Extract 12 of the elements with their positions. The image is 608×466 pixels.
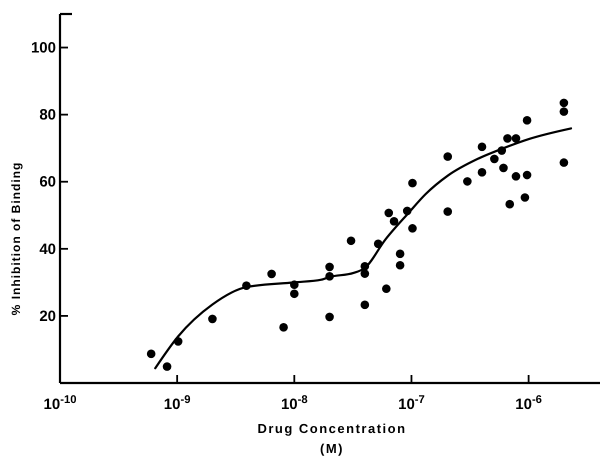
x-axis-title: Drug Concentration (M) xyxy=(257,421,407,456)
y-tick-label: 20 xyxy=(39,308,56,325)
x-tick-label: 10$^{-8}$ xyxy=(280,394,308,413)
x-tick-label: 10$^{-10}$ xyxy=(44,394,76,413)
y-tick-label: 40 xyxy=(39,240,56,258)
y-tick-label: 80 xyxy=(39,106,56,124)
x-tick-label: 10$^{-7}$ xyxy=(398,394,425,413)
x-tick-label: 10$^{-6}$ xyxy=(515,394,542,413)
x-tick-label: 10$^{-9}$ xyxy=(164,394,191,413)
y-tick-label: 100 xyxy=(30,40,56,57)
y-tick-label: 60 xyxy=(39,174,56,191)
y-axis-title: % Inhibition of Binding xyxy=(9,162,23,316)
